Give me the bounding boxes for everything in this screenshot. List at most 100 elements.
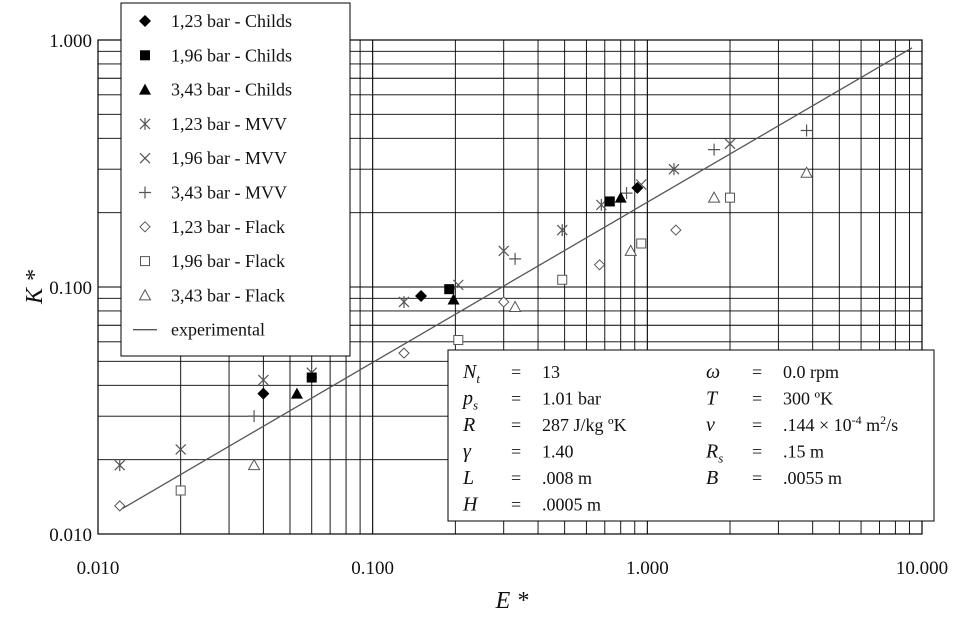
param-value: .008 m bbox=[542, 468, 592, 488]
data-point bbox=[800, 124, 813, 137]
data-point bbox=[114, 459, 126, 472]
legend-marker bbox=[138, 288, 152, 301]
param-equals: = bbox=[511, 442, 521, 462]
legend: 1,23 bar - Childs 1,96 bar - Childs 3,43 b… bbox=[120, 2, 351, 357]
param-equals: = bbox=[752, 389, 762, 409]
x-axis-title: E * bbox=[495, 588, 529, 614]
param-value: 1.01 bar bbox=[542, 389, 601, 409]
param-equals: = bbox=[511, 415, 521, 435]
data-point bbox=[670, 224, 682, 236]
y-tick-label: 1.000 bbox=[49, 31, 92, 52]
x-tick-label: 0.100 bbox=[351, 558, 394, 579]
param-value: .15 m bbox=[783, 442, 824, 462]
data-point bbox=[620, 187, 633, 200]
param-symbol: ν bbox=[706, 414, 715, 436]
param-symbol: Rs bbox=[705, 441, 723, 466]
legend-box bbox=[120, 2, 351, 357]
data-point bbox=[724, 137, 736, 150]
data-point bbox=[556, 224, 568, 237]
param-symbol: Nt bbox=[462, 361, 480, 386]
data-point bbox=[453, 335, 464, 346]
parameter-box: Nt = 13 ps = 1.01 bar R = 287 J/kg ºK γ = 1.40 L = .00… bbox=[447, 349, 935, 522]
legend-label: 1,96 bar - MVV bbox=[171, 148, 287, 168]
param-value: 0.0 rpm bbox=[783, 362, 839, 382]
data-point bbox=[398, 347, 410, 359]
legend-marker bbox=[139, 221, 151, 233]
data-point bbox=[498, 296, 510, 308]
y-axis: 0.010 0.100 1.000 bbox=[49, 31, 92, 546]
data-point bbox=[290, 387, 303, 399]
legend-marker bbox=[140, 256, 150, 267]
legend-label: 1,23 bar - Childs bbox=[171, 11, 292, 31]
data-point bbox=[604, 196, 615, 207]
param-equals: = bbox=[511, 389, 521, 409]
param-value: 1.40 bbox=[542, 442, 574, 462]
data-point bbox=[508, 300, 522, 312]
x-tick-label: 1.000 bbox=[626, 558, 669, 579]
data-point bbox=[257, 374, 269, 387]
param-value: 13 bbox=[542, 362, 560, 382]
legend-label: 1,96 bar - Childs bbox=[171, 45, 292, 65]
data-point bbox=[306, 372, 317, 383]
data-point bbox=[593, 259, 606, 271]
param-symbol: γ bbox=[463, 441, 472, 463]
data-point bbox=[707, 191, 721, 203]
data-point bbox=[595, 198, 607, 211]
data-point bbox=[444, 284, 455, 295]
param-value: .0055 m bbox=[783, 468, 842, 488]
data-point bbox=[415, 289, 428, 302]
data-point bbox=[257, 387, 270, 400]
data-point bbox=[114, 500, 126, 512]
data-point bbox=[175, 485, 186, 496]
data-point bbox=[175, 443, 187, 455]
data-point bbox=[498, 244, 510, 257]
data-point bbox=[247, 458, 261, 471]
param-symbol: R bbox=[462, 414, 475, 436]
experimental-fit-line bbox=[119, 47, 913, 511]
legend-label: 1,23 bar - MVV bbox=[171, 114, 287, 134]
legend-label: 1,23 bar - Flack bbox=[171, 217, 285, 237]
legend-marker bbox=[140, 50, 150, 61]
param-equals: = bbox=[752, 415, 762, 435]
legend-marker bbox=[139, 186, 151, 199]
x-tick-label: 10.000 bbox=[896, 558, 948, 579]
legend-label: experimental bbox=[171, 320, 265, 340]
legend-label: 3,43 bar - Flack bbox=[171, 285, 285, 305]
param-symbol: H bbox=[462, 494, 479, 516]
data-point bbox=[452, 279, 464, 291]
legend-marker bbox=[139, 117, 151, 130]
legend-label: 3,43 bar - MVV bbox=[171, 183, 287, 203]
data-point bbox=[614, 191, 627, 203]
param-symbol: ps bbox=[461, 388, 478, 413]
param-symbol: B bbox=[706, 467, 718, 489]
param-equals: = bbox=[511, 362, 521, 382]
param-symbol: ω bbox=[706, 361, 720, 383]
param-equals: = bbox=[511, 468, 521, 488]
legend-marker bbox=[139, 15, 151, 27]
x-axis: 0.010 0.100 1.000 10.000 bbox=[77, 558, 949, 579]
data-point bbox=[447, 293, 460, 305]
y-tick-label: 0.010 bbox=[49, 525, 92, 546]
data-point bbox=[509, 252, 522, 265]
data-markers bbox=[114, 124, 813, 512]
param-value: 287 J/kg ºK bbox=[542, 415, 627, 435]
y-tick-label: 0.100 bbox=[49, 278, 92, 299]
data-point bbox=[708, 143, 721, 156]
param-equals: = bbox=[752, 362, 762, 382]
param-value: .0005 m bbox=[542, 495, 601, 515]
data-point bbox=[398, 295, 410, 308]
data-point bbox=[631, 181, 644, 194]
param-symbol: L bbox=[462, 467, 474, 489]
param-equals: = bbox=[752, 468, 762, 488]
legend-label: 3,43 bar - Childs bbox=[171, 80, 292, 100]
legend-marker bbox=[139, 152, 151, 164]
legend-marker bbox=[139, 83, 151, 95]
param-equals: = bbox=[511, 495, 521, 515]
legend-label: 1,96 bar - Flack bbox=[171, 251, 285, 271]
data-point bbox=[624, 244, 638, 256]
experimental-line bbox=[119, 47, 913, 511]
data-point bbox=[800, 166, 813, 178]
parameter-box-frame bbox=[447, 349, 935, 522]
data-point bbox=[248, 410, 261, 423]
data-point bbox=[668, 163, 680, 176]
